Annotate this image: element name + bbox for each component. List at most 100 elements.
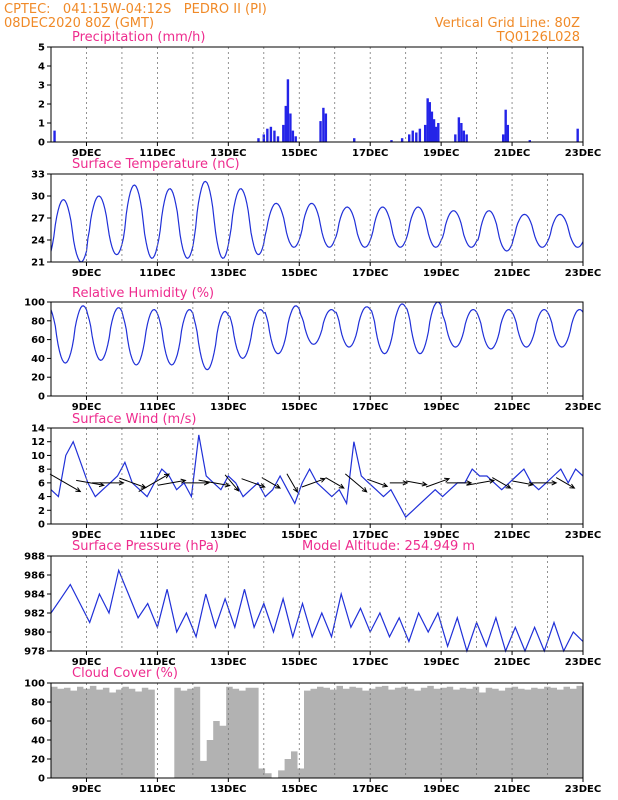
cloud-panel: Cloud Cover (%) 0 20 40 60 80 100 9DEC 11DEC 13D… [24, 666, 601, 795]
wind-vector [224, 474, 240, 492]
precip-bar [276, 136, 280, 142]
x-tick-label: 11DEC [139, 657, 175, 668]
y-tick-label: 33 [31, 170, 45, 181]
x-tick-label: 13DEC [210, 530, 246, 541]
precip-bar [53, 130, 56, 142]
precip-bar [434, 126, 438, 142]
x-tick-label: 21DEC [494, 148, 530, 159]
x-tick-label: 19DEC [423, 268, 459, 279]
header-grid-line: Vertical Grid Line: 80Z [435, 16, 580, 31]
x-tick-label: 15DEC [281, 784, 317, 795]
humidity-panel: Relative Humidity (%) 0 20 40 60 80 100 9DEC 11… [24, 286, 601, 413]
x-tick-label: 19DEC [423, 784, 459, 795]
x-tick-label: 9DEC [72, 402, 101, 413]
header-model: TQ0126L028 [496, 30, 580, 45]
x-tick-label: 13DEC [210, 784, 246, 795]
y-tick-label: 12 [31, 437, 45, 448]
precip-bar [284, 105, 287, 142]
wind-vector [492, 477, 512, 489]
y-tick-label: 978 [24, 647, 45, 658]
precip-bar [430, 111, 434, 142]
y-tick-label: 40 [31, 736, 45, 747]
x-tick-label: 11DEC [139, 784, 175, 795]
precip-bar [423, 124, 427, 142]
y-tick-label: 14 [31, 424, 45, 435]
precip-bar [390, 140, 393, 142]
y-tick-label: 20 [31, 755, 45, 766]
x-tick-label: 9DEC [72, 530, 101, 541]
precipitation-title: Precipitation (mm/h) [72, 30, 205, 45]
precip-bar [460, 123, 463, 142]
y-tick-label: 982 [24, 609, 45, 620]
y-tick-label: 5 [38, 43, 45, 54]
plot-frame [50, 682, 584, 779]
precip-bar [408, 134, 411, 142]
wind-vector [157, 478, 187, 486]
precip-bar [273, 130, 276, 142]
precip-bar [294, 136, 297, 142]
x-tick-label: 21DEC [494, 530, 530, 541]
plot-frame [50, 427, 584, 525]
x-tick-label: 23DEC [565, 530, 601, 541]
y-tick-label: 0 [38, 138, 45, 149]
x-tick-label: 15DEC [281, 657, 317, 668]
model-altitude: Model Altitude: 254.949 m [302, 539, 475, 554]
temperature-line [50, 180, 584, 263]
y-tick-label: 10 [31, 451, 45, 462]
y-tick-label: 0 [38, 774, 45, 785]
header-station: CPTEC: 041:15W-04:12S PEDRO II (PI) [4, 2, 267, 17]
temperature-panel: Surface Temperature (nC) 21 24 27 30 33 9DEC 1… [31, 157, 601, 279]
header: CPTEC: 041:15W-04:12S PEDRO II (PI) 08DE… [4, 2, 580, 45]
x-tick-label: 23DEC [565, 784, 601, 795]
precip-bar [576, 128, 579, 142]
y-tick-label: 20 [31, 373, 45, 384]
wind-vector [344, 473, 368, 493]
precip-bar [411, 130, 414, 142]
y-tick-label: 1 [38, 119, 45, 130]
y-tick-label: 80 [31, 698, 45, 709]
x-tick-label: 13DEC [210, 148, 246, 159]
precip-bar [322, 107, 325, 142]
wind-vector [138, 473, 171, 493]
wind-vector [49, 473, 82, 493]
precip-bar [502, 134, 505, 142]
wind-vector [286, 473, 298, 494]
wind-vector [512, 480, 535, 487]
y-tick-label: 21 [31, 258, 45, 269]
wind-vector [389, 480, 409, 486]
y-tick-label: 100 [24, 679, 45, 690]
precip-bar [257, 138, 260, 142]
y-tick-label: 0 [38, 392, 45, 403]
plot-frame [50, 301, 584, 397]
pressure-title: Surface Pressure (hPa) [72, 539, 219, 554]
wind-speed-line [50, 434, 584, 519]
cloud-title: Cloud Cover (%) [72, 666, 178, 681]
x-tick-label: 9DEC [72, 148, 101, 159]
header-run: 08DEC2020 80Z (GMT) [4, 16, 154, 31]
y-tick-label: 40 [31, 354, 45, 365]
x-tick-label: 19DEC [423, 530, 459, 541]
x-tick-label: 19DEC [423, 148, 459, 159]
x-tick-label: 13DEC [210, 268, 246, 279]
y-tick-label: 6 [38, 478, 45, 489]
precip-bar [465, 134, 468, 142]
precip-bar [353, 138, 356, 142]
x-tick-label: 17DEC [352, 268, 388, 279]
precip-bar [432, 119, 436, 142]
y-tick-label: 8 [38, 465, 45, 476]
x-tick-label: 15DEC [281, 148, 317, 159]
wind-vector [446, 480, 473, 486]
x-tick-label: 17DEC [352, 530, 388, 541]
precip-bar [324, 113, 328, 142]
cloud-cover-area [51, 685, 583, 778]
x-tick-label: 15DEC [281, 268, 317, 279]
wind-vector [555, 477, 576, 489]
x-tick-label: 21DEC [494, 657, 530, 668]
precip-bar [289, 113, 292, 142]
y-tick-label: 100 [24, 298, 45, 309]
precip-bar [400, 138, 404, 142]
precip-bar [418, 128, 422, 142]
y-tick-label: 0 [38, 520, 45, 531]
wind-vector [531, 480, 558, 486]
precip-bar [282, 124, 285, 142]
